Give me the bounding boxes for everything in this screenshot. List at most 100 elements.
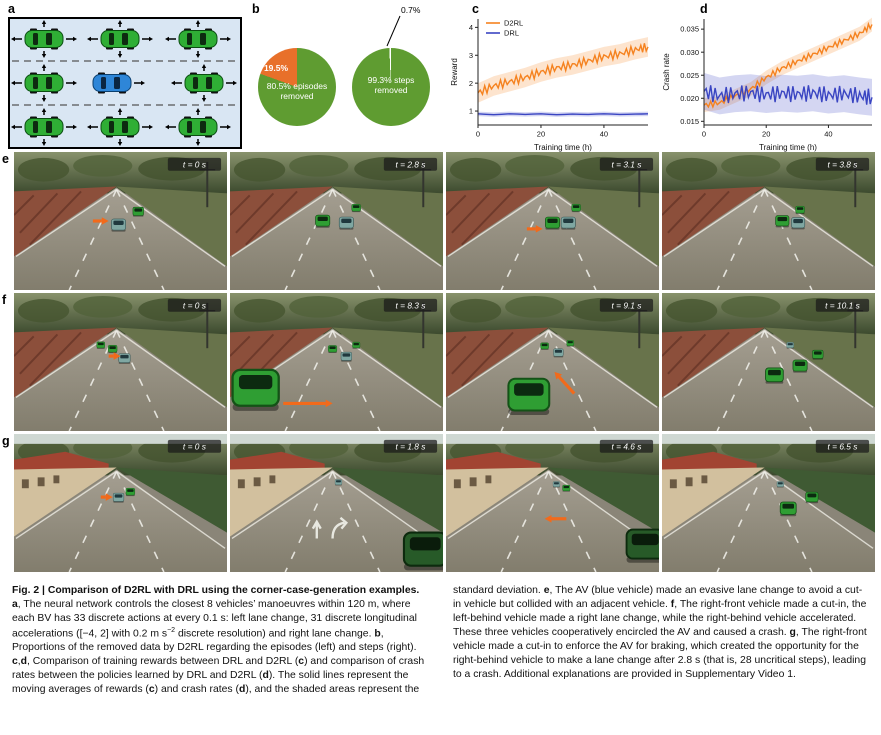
x-tick-label: 0 bbox=[476, 130, 480, 139]
svg-text:t = 2.8 s: t = 2.8 s bbox=[395, 159, 426, 169]
bv-top-car bbox=[100, 116, 140, 138]
lane-marking bbox=[331, 330, 381, 431]
bv-car bbox=[132, 206, 144, 217]
series-line bbox=[477, 113, 649, 116]
av-car bbox=[334, 479, 343, 486]
road bbox=[14, 187, 227, 290]
arrow-left-icon bbox=[11, 80, 22, 86]
road bbox=[662, 469, 875, 572]
video-frame: t = 3.8 s bbox=[662, 152, 875, 290]
sim-frame-svg: t = 0 s bbox=[14, 293, 227, 431]
arrow-down-icon bbox=[41, 51, 47, 58]
y-tick-label: 1 bbox=[469, 107, 473, 116]
road bbox=[14, 328, 227, 431]
building-roof bbox=[14, 451, 109, 474]
bv-car bbox=[765, 367, 784, 384]
svg-text:t = 0 s: t = 0 s bbox=[183, 300, 207, 310]
roadside-wall bbox=[446, 186, 549, 257]
timestamp: t = 3.8 s bbox=[815, 157, 870, 171]
road bbox=[230, 187, 443, 290]
arrow-up-icon bbox=[41, 108, 47, 115]
arrow-left-icon bbox=[11, 36, 22, 42]
av-car bbox=[791, 217, 806, 230]
bv-top-car bbox=[100, 28, 140, 50]
road bbox=[446, 328, 659, 431]
building-roof bbox=[446, 451, 541, 474]
x-tick-label: 20 bbox=[762, 130, 770, 139]
y-tick-label: 3 bbox=[469, 51, 473, 60]
sim-frame-svg: t = 1.8 s bbox=[230, 434, 443, 572]
legend-label: D2RL bbox=[504, 19, 523, 28]
row-f-frames: t = 0 s t = 8.3 s t = 9.1 s t = 10.1 s bbox=[14, 293, 875, 431]
bv-car bbox=[107, 345, 118, 354]
cut-in-arrow-icon bbox=[108, 352, 121, 360]
roadside-verge bbox=[332, 186, 443, 267]
svg-text:t = 10.1 s: t = 10.1 s bbox=[825, 300, 861, 310]
caption-bold-text: d bbox=[20, 656, 28, 668]
row-e-frames: t = 0 s t = 2.8 s t = 3.1 s t = 3.8 s bbox=[14, 152, 875, 290]
hedge bbox=[332, 467, 443, 533]
bv-car bbox=[795, 205, 805, 215]
arrow-left-icon bbox=[87, 124, 98, 130]
lane-marking bbox=[284, 189, 334, 290]
caption-text: , The neural network controls the closes… bbox=[12, 598, 417, 640]
caption-bold-text: c bbox=[12, 656, 18, 668]
arrow-up-icon bbox=[195, 20, 201, 27]
arrow-down-icon bbox=[195, 51, 201, 58]
bv-top-car bbox=[184, 72, 224, 94]
sim-frame-svg: t = 10.1 s bbox=[662, 293, 875, 431]
pie-slice-label: 19.5% bbox=[263, 63, 289, 73]
bv-car bbox=[507, 377, 551, 416]
lane-marking bbox=[716, 189, 766, 290]
sim-frame-svg: t = 8.3 s bbox=[230, 293, 443, 431]
av-car bbox=[552, 481, 560, 488]
bv-car bbox=[566, 340, 574, 347]
bv-car bbox=[125, 487, 136, 497]
caption-text: , bbox=[17, 656, 21, 668]
caption-text: , The right-front vehicle made a cut-in,… bbox=[453, 598, 867, 638]
x-tick-label: 20 bbox=[537, 130, 545, 139]
arrow-right-icon bbox=[66, 80, 77, 86]
roadside-wall bbox=[230, 186, 333, 257]
sim-frame-svg: t = 9.1 s bbox=[446, 293, 659, 431]
timestamp: t = 6.5 s bbox=[815, 439, 870, 453]
svg-text:t = 9.1 s: t = 9.1 s bbox=[611, 300, 642, 310]
svg-text:t = 1.8 s: t = 1.8 s bbox=[395, 441, 426, 451]
crash-rate-chart-svg: 0.015 0.020 0.025 0.030 0.035 0 20 40 Training t… bbox=[662, 17, 873, 152]
panel-c-label: c bbox=[472, 2, 479, 16]
row-e-label: e bbox=[2, 152, 9, 166]
arrow-right-icon bbox=[134, 80, 145, 86]
sim-frame-svg: t = 3.8 s bbox=[662, 152, 875, 290]
timestamp: t = 9.1 s bbox=[599, 298, 654, 312]
y-tick-label: 0.015 bbox=[680, 117, 699, 126]
arrow-left-icon bbox=[165, 36, 176, 42]
video-frame: t = 6.5 s bbox=[662, 434, 875, 572]
std-band bbox=[478, 37, 648, 103]
bv-car bbox=[805, 491, 819, 504]
svg-text:t = 3.1 s: t = 3.1 s bbox=[611, 159, 642, 169]
svg-text:t = 4.6 s: t = 4.6 s bbox=[611, 441, 642, 451]
av-car bbox=[340, 351, 352, 362]
arrow-up-icon bbox=[117, 108, 123, 115]
bv-top-car bbox=[178, 116, 218, 138]
video-frame: t = 0 s bbox=[14, 293, 227, 431]
figure-caption: Fig. 2 | Comparison of D2RL with DRL usi… bbox=[12, 584, 870, 697]
lane-marking bbox=[331, 189, 381, 290]
lane-marking bbox=[763, 189, 813, 290]
bv-car bbox=[562, 484, 571, 492]
lane-marking bbox=[547, 471, 597, 572]
bv-car bbox=[779, 501, 797, 517]
sim-frame-svg: t = 2.8 s bbox=[230, 152, 443, 290]
bv-car bbox=[545, 216, 560, 230]
caption-bold-text: e bbox=[543, 585, 550, 596]
road bbox=[662, 187, 875, 290]
panel-b: b 19.5% 80.5% episodes removed 99.3% ste… bbox=[246, 2, 444, 152]
lane-marking bbox=[547, 330, 597, 431]
arrow-left-icon bbox=[171, 80, 182, 86]
caption-bold-text: d bbox=[262, 670, 269, 682]
building-roof bbox=[662, 451, 757, 474]
bv-car bbox=[351, 204, 361, 213]
roadside-verge bbox=[764, 327, 875, 408]
